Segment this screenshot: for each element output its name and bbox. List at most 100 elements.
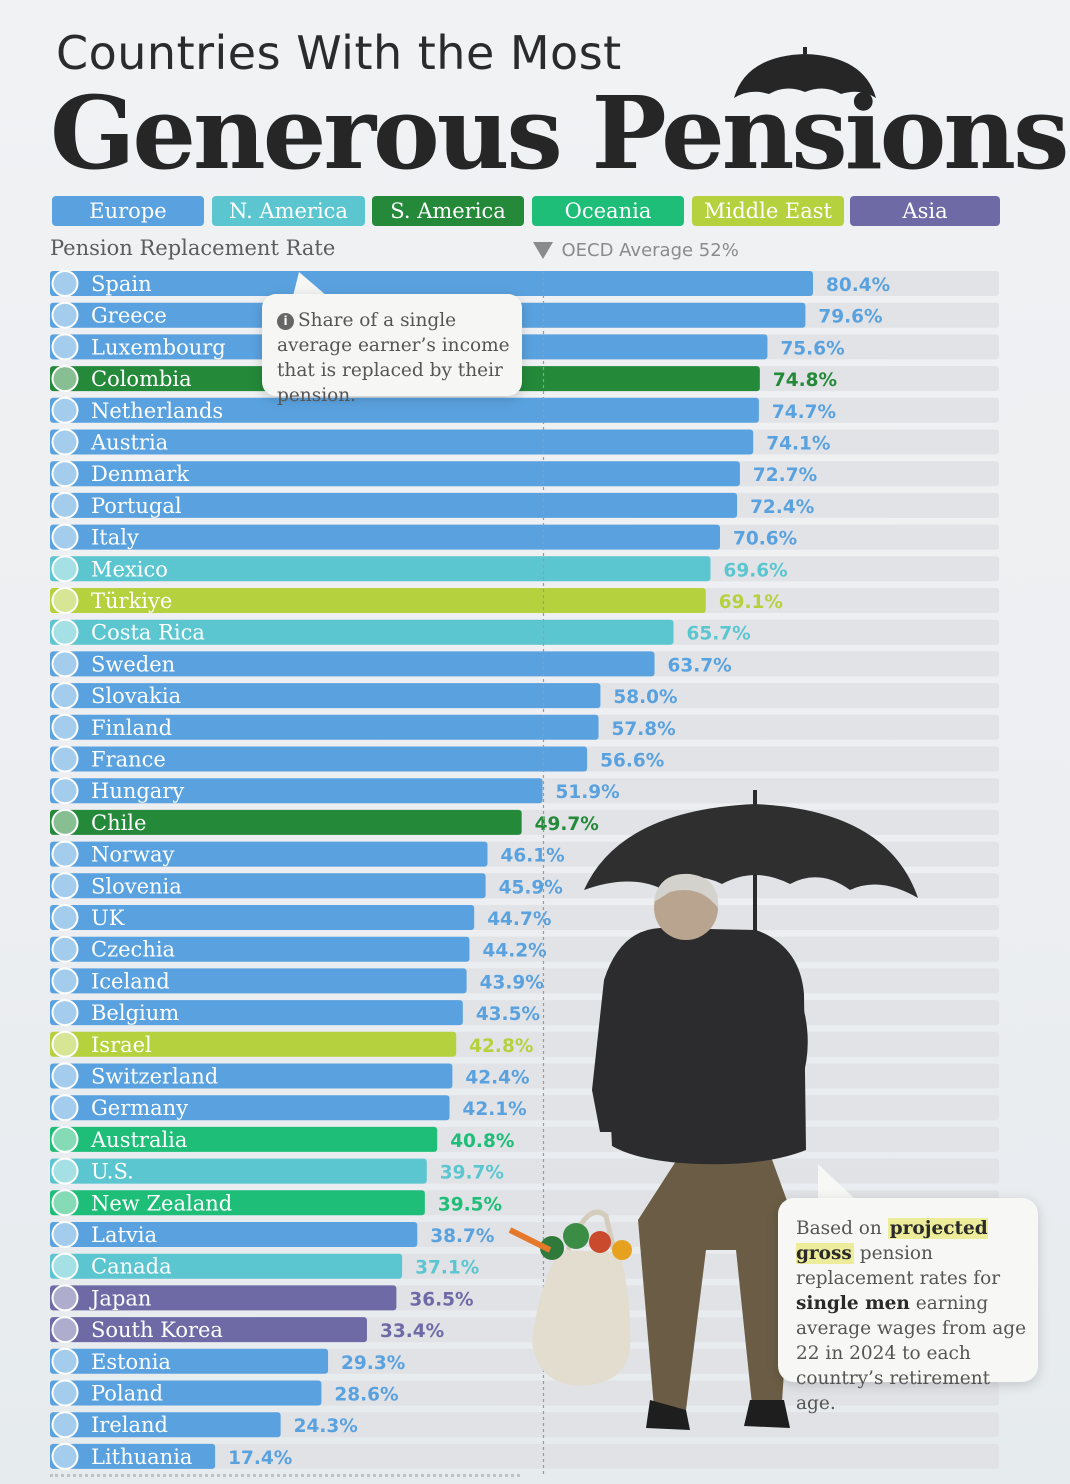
flag-icon [53,430,77,454]
bar-country-label: Hungary [91,779,184,803]
bar-value-label: 46.1% [500,846,564,867]
bar [50,1126,438,1152]
flag-icon [53,906,77,929]
flag-icon [53,589,77,612]
flag-icon [53,1127,77,1151]
bar [50,1031,457,1057]
bar [50,461,740,487]
bar-country-label: Israel [91,1033,152,1057]
bar [50,905,475,930]
bar-value-label: 40.8% [450,1131,514,1152]
oecd-average-text: OECD Average 52% [561,240,739,261]
flag-icon [53,1349,77,1373]
bar-country-label: Greece [91,304,167,328]
bar-value-label: 72.7% [753,465,817,486]
bar-value-label: 75.6% [780,338,844,359]
bar-value-label: 29.3% [341,1353,405,1374]
bar [50,1095,450,1121]
bar-country-label: Mexico [91,557,168,581]
flag-icon [53,620,77,644]
flag-icon [53,874,77,898]
flag-icon [53,1254,77,1278]
bar [50,429,754,455]
bar-country-label: Italy [91,526,139,550]
bar-country-label: South Korea [91,1318,223,1342]
flag-icon [53,462,77,486]
bar-country-label: Iceland [91,969,170,993]
flag-icon [53,1001,77,1025]
bar-country-label: U.S. [91,1160,134,1184]
region-legend: Europe N. America S. America Oceania Mid… [52,196,1000,226]
bar [50,397,759,423]
flag-icon [53,1318,77,1342]
bar-value-label: 33.4% [380,1321,444,1342]
note-pointer [818,1164,856,1200]
bar [50,714,599,740]
bar [50,1063,453,1089]
bar-track [50,1443,999,1469]
bar [50,1158,427,1184]
bar [50,524,720,550]
bar-country-label: Australia [90,1128,187,1152]
legend-south-america: S. America [372,196,524,226]
bar [50,1317,367,1343]
flag-icon [53,842,77,866]
bar-value-label: 58.0% [613,687,677,708]
flag-icon [53,937,77,961]
methodology-note: Based on projected gross pension replace… [778,1198,1038,1414]
bar-country-label: Belgium [91,1001,179,1025]
bar-value-label: 17.4% [228,1448,292,1469]
bar-country-label: New Zealand [91,1191,232,1215]
bar [50,1190,425,1216]
flag-icon [53,1286,77,1310]
bar-country-label: Luxembourg [91,335,226,359]
flag-icon [53,1096,77,1120]
bar-value-label: 63.7% [668,655,732,676]
bar-value-label: 57.8% [612,719,676,740]
bar-country-label: Japan [89,1286,151,1310]
bar-value-label: 44.7% [487,909,551,930]
bar [50,588,706,613]
y-axis-title: Pension Replacement Rate [50,236,336,260]
bar-value-label: 45.9% [499,877,563,898]
bar-country-label: Germany [91,1096,188,1120]
bar-value-label: 42.1% [463,1099,527,1120]
legend-middle-east: Middle East [692,196,844,226]
flag-icon [53,779,77,803]
bar-country-label: UK [91,906,125,930]
callout-pointer [293,272,327,296]
bar-value-label: 42.4% [465,1068,529,1089]
bar-value-label: 36.5% [409,1289,473,1310]
bar [50,1412,281,1438]
bar-country-label: Chile [91,811,146,835]
flag-icon [53,1413,77,1437]
bar [50,1222,418,1247]
flag-icon [53,684,77,708]
bar-value-label: 56.6% [600,751,664,772]
bar-country-label: Ireland [91,1413,168,1437]
flag-icon [53,303,77,327]
bar [50,1253,403,1279]
bar [50,1285,397,1311]
man-with-umbrella-illustration [508,790,918,1430]
bar-country-label: Norway [91,843,175,867]
bar-country-label: Finland [91,716,172,740]
bar-value-label: 79.6% [818,307,882,328]
bar-value-label: 74.1% [766,434,830,455]
flag-icon [53,335,77,359]
bar [50,778,543,804]
bar-country-label: Denmark [91,462,189,486]
flag-icon [53,525,77,549]
bar-country-label: Sweden [91,652,175,676]
flag-icon [53,493,77,517]
bar [50,936,470,962]
note-text-3: earning average wages from age 22 in 202… [796,1293,1027,1414]
flag-icon [53,715,77,739]
bar-value-label: 65.7% [686,624,750,645]
bar [50,683,601,709]
bar-country-label: Canada [91,1255,172,1279]
bar-value-label: 74.7% [772,402,836,423]
flag-icon [53,272,77,295]
legend-north-america: N. America [212,196,365,226]
